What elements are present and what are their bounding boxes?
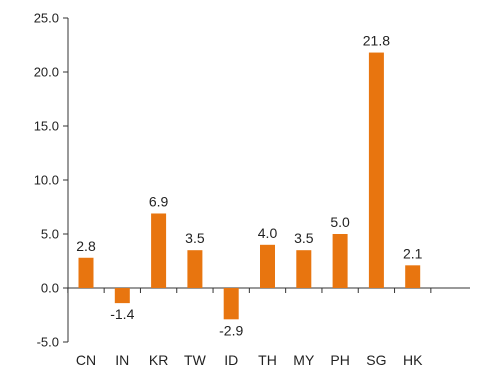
data-label-cn: 2.8: [76, 238, 96, 254]
category-label-ph: PH: [330, 352, 349, 368]
bar-cn: [78, 257, 94, 288]
labels: 2.8 CN -1.4 IN 6.9 KR 3.5 TW -2.9 ID 4.0 TH 3.5 MY 5.0…: [76, 33, 423, 368]
category-label-cn: CN: [76, 352, 96, 368]
data-label-sg: 21.8: [363, 33, 390, 49]
y-tick-label: 20.0: [34, 65, 59, 80]
y-tick-label: 5.0: [41, 227, 59, 242]
bar-hk: [405, 265, 421, 288]
y-tick-label: 25.0: [34, 11, 59, 26]
category-label-kr: KR: [149, 352, 168, 368]
bar-id: [223, 288, 239, 320]
bar-ph: [332, 234, 348, 288]
bar-kr: [151, 213, 167, 288]
data-label-my: 3.5: [294, 230, 314, 246]
bar-th: [260, 244, 275, 288]
bars: [78, 52, 421, 320]
bar-tw: [187, 250, 203, 288]
category-label-hk: HK: [403, 352, 423, 368]
data-label-ph: 5.0: [330, 214, 350, 230]
data-label-kr: 6.9: [149, 193, 169, 209]
category-label-id: ID: [224, 352, 238, 368]
y-tick-label: 0.0: [41, 281, 59, 296]
category-label-th: TH: [258, 352, 277, 368]
y-tick-label: -5.0: [37, 335, 59, 350]
data-label-in: -1.4: [110, 306, 134, 322]
y-tick-label: 15.0: [34, 119, 59, 134]
axes: -5.0 0.0 5.0 10.0 15.0 20.0 25.0: [34, 11, 470, 350]
data-label-th: 4.0: [258, 225, 278, 241]
category-label-tw: TW: [184, 352, 207, 368]
bar-sg: [368, 52, 384, 289]
bar-in: [114, 288, 130, 304]
category-label-my: MY: [293, 352, 315, 368]
bar-my: [296, 250, 312, 288]
data-label-hk: 2.1: [403, 245, 423, 261]
data-label-tw: 3.5: [185, 230, 205, 246]
category-label-sg: SG: [366, 352, 386, 368]
y-tick-label: 10.0: [34, 173, 59, 188]
data-label-id: -2.9: [219, 322, 243, 338]
category-label-in: IN: [115, 352, 129, 368]
